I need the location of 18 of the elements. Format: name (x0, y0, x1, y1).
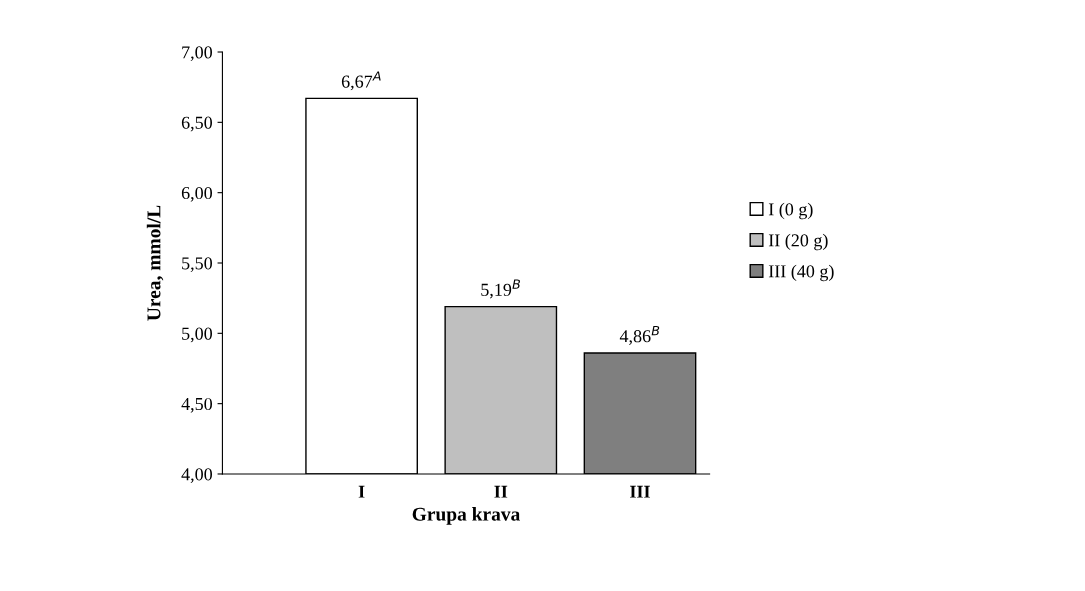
y-tick-label: 5,00 (182, 327, 213, 343)
y-tick-label: 4,50 (181, 397, 213, 413)
y-tick-label: 4,00 (181, 468, 213, 484)
y-tick-label: 5,50 (182, 257, 213, 273)
y-tick-label: 6,50 (181, 116, 213, 132)
x-tick-label: II (494, 485, 508, 498)
x-tick-label: I (358, 485, 365, 498)
data-label: 4,86$^{B}$ (619, 325, 660, 345)
data-label: 5,19$^{B}$ (481, 279, 520, 299)
data-label: 6,67$^{A}$ (341, 71, 381, 91)
y-tick-label: 6,00 (181, 186, 213, 202)
legend-label: I (0 g) (768, 202, 813, 220)
legend-label: III (40 g) (768, 264, 834, 282)
x-axis-title: Grupa krava (412, 507, 520, 525)
legend-label: II (20 g) (768, 233, 828, 251)
y-tick-label: 7,00 (182, 46, 213, 62)
x-tick-label: III (630, 485, 650, 498)
y-axis-title: Urea, mmol/L (146, 205, 164, 321)
